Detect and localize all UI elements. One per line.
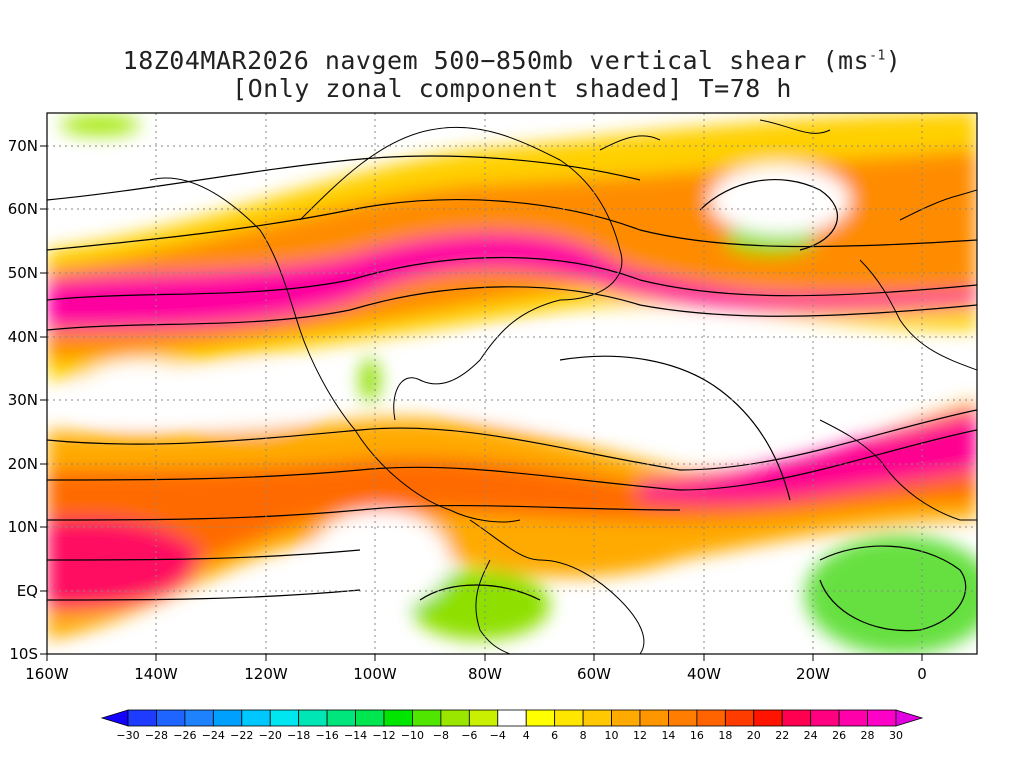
colorbar-label: −8 <box>433 729 449 742</box>
colorbar-swatch <box>497 709 527 727</box>
lat-label: 40N <box>8 328 38 346</box>
colorbar-label: −4 <box>490 729 506 742</box>
colorbar-swatch <box>554 709 584 727</box>
lat-label: 10N <box>8 518 38 536</box>
colorbar: −30 −28 −26 −24 −22 −20 −18 −16 −14 −12 −10 −8 −6 −4 4… <box>100 709 924 742</box>
colorbar-swatch <box>838 709 868 727</box>
colorbar-label: −14 <box>344 729 367 742</box>
colorbar-label: 4 <box>523 729 530 742</box>
lon-label: 80W <box>468 665 502 683</box>
colorbar-swatch <box>298 709 328 727</box>
lon-label: 20W <box>796 665 830 683</box>
colorbar-label: 18 <box>718 729 732 742</box>
lon-label: 0 <box>917 665 927 683</box>
colorbar-swatch <box>468 709 499 727</box>
colorbar-label: 22 <box>775 729 789 742</box>
colorbar-label: −20 <box>259 729 282 742</box>
map-frame <box>46 112 978 655</box>
colorbar-label: −28 <box>145 729 168 742</box>
colorbar-label: 12 <box>633 729 647 742</box>
colorbar-swatch <box>440 709 470 727</box>
lon-label: 160W <box>25 665 69 683</box>
lat-label: 70N <box>8 137 38 155</box>
colorbar-swatch <box>127 709 157 727</box>
colorbar-swatch <box>753 709 783 727</box>
colorbar-swatch <box>412 709 442 727</box>
shear-field <box>47 113 977 654</box>
lat-label: 50N <box>8 264 38 282</box>
colorbar-label: 24 <box>804 729 818 742</box>
colorbar-label: 6 <box>551 729 558 742</box>
colorbar-swatch <box>611 709 641 727</box>
chart-title-line2: [Only zonal component shaded] T=78 h <box>232 74 792 103</box>
colorbar-swatch <box>895 709 924 727</box>
colorbar-swatch <box>156 709 186 727</box>
streamlines <box>47 155 977 632</box>
colorbar-label: −24 <box>202 729 225 742</box>
colorbar-label: −10 <box>401 729 424 742</box>
lat-label: 60N <box>8 200 38 218</box>
colorbar-label: 26 <box>832 729 846 742</box>
colorbar-label: 8 <box>580 729 587 742</box>
colorbar-label: −16 <box>316 729 339 742</box>
colorbar-swatch <box>355 709 385 727</box>
colorbar-swatch <box>810 709 840 727</box>
colorbar-swatch <box>212 709 243 727</box>
lon-label: 140W <box>134 665 178 683</box>
colorbar-label: 30 <box>889 729 903 742</box>
colorbar-label: −30 <box>116 729 139 742</box>
colorbar-swatch <box>525 709 556 727</box>
colorbar-swatch <box>383 709 413 727</box>
colorbar-label: −12 <box>372 729 395 742</box>
colorbar-swatch <box>582 709 612 727</box>
colorbar-swatch <box>867 709 897 727</box>
colorbar-label: 20 <box>747 729 761 742</box>
colorbar-label: 16 <box>690 729 704 742</box>
lat-label: 30N <box>8 391 38 409</box>
lat-label: EQ <box>17 582 38 600</box>
chart-title-line1: 18Z04MAR2026 navgem 500−850mb vertical s… <box>122 46 902 75</box>
lat-label: 10S <box>9 645 38 663</box>
colorbar-swatch <box>269 709 300 727</box>
colorbar-label: 28 <box>861 729 875 742</box>
lon-label: 120W <box>244 665 288 683</box>
lon-label: 60W <box>577 665 611 683</box>
colorbar-swatch <box>696 709 726 727</box>
graticule <box>47 113 977 654</box>
lon-label: 40W <box>687 665 721 683</box>
colorbar-label: 10 <box>605 729 619 742</box>
axis-ticks <box>40 145 923 661</box>
colorbar-swatch <box>241 709 271 727</box>
colorbar-label: −18 <box>287 729 310 742</box>
colorbar-label: −22 <box>230 729 253 742</box>
colorbar-label: −26 <box>173 729 196 742</box>
colorbar-swatch <box>639 709 669 727</box>
colorbar-label: 14 <box>661 729 675 742</box>
colorbar-swatch <box>724 709 755 727</box>
colorbar-swatch <box>100 709 129 727</box>
lat-label: 20N <box>8 455 38 473</box>
colorbar-swatch <box>326 709 356 727</box>
colorbar-swatch <box>781 709 812 727</box>
colorbar-swatch <box>668 709 698 727</box>
colorbar-label: −6 <box>461 729 477 742</box>
lon-label: 100W <box>353 665 397 683</box>
colorbar-swatch <box>184 709 214 727</box>
